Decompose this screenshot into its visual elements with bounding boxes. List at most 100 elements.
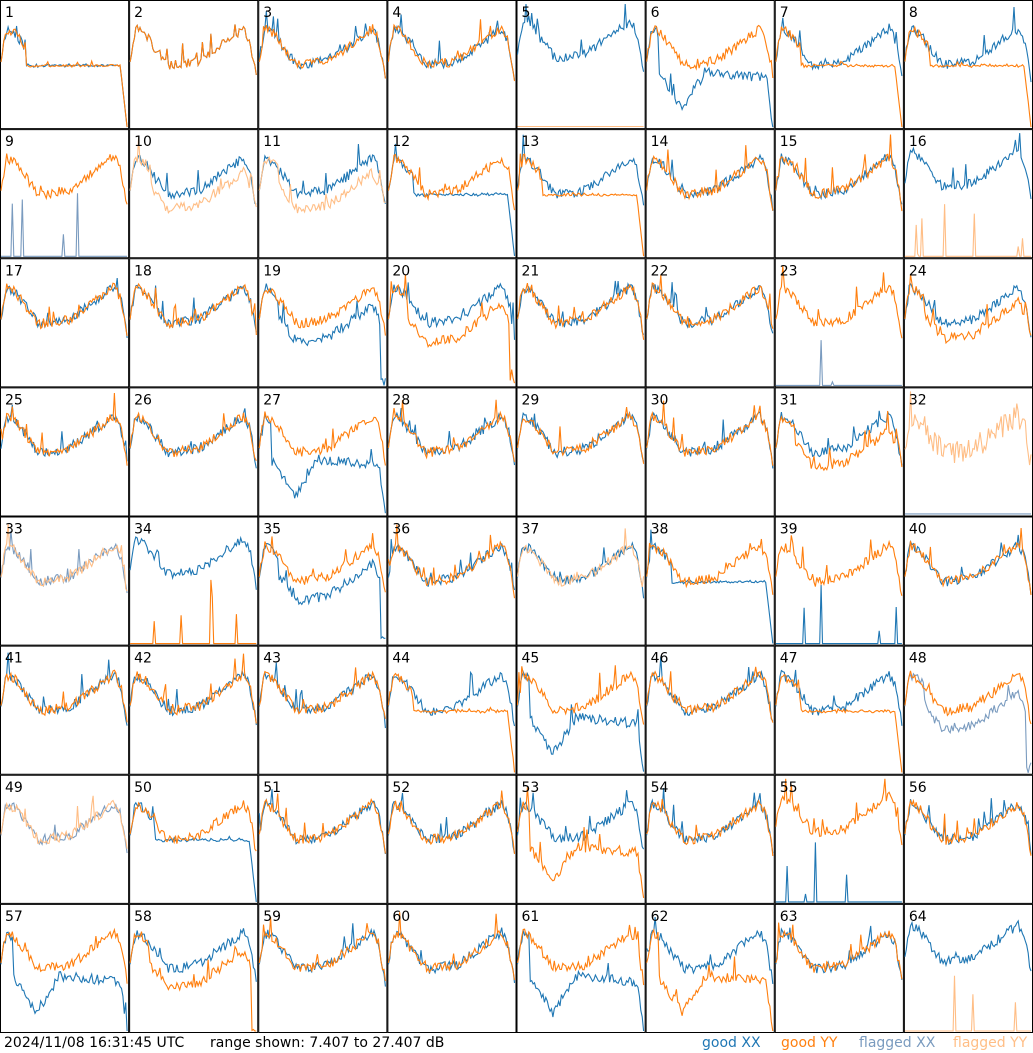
- tile-36: 36: [387, 516, 517, 646]
- series-yy-good: [775, 778, 903, 846]
- series-xx-good: [129, 801, 257, 902]
- series-yy-flagged: [904, 975, 1031, 1032]
- series-xx-flagged: [0, 802, 128, 854]
- tile-10: 10: [129, 129, 259, 259]
- tile-border: [516, 387, 646, 517]
- series-xx-good: [904, 133, 1032, 199]
- series-yy-good: [0, 392, 128, 466]
- series-xx-good: [904, 798, 1032, 855]
- series-xx-good: [258, 923, 386, 987]
- series-yy-good: [258, 411, 386, 466]
- series-yy-good: [904, 25, 1032, 128]
- series-xx-good: [129, 155, 257, 205]
- tile-1: 1: [0, 0, 130, 130]
- footer: 2024/11/08 16:31:45 UTC range shown: 7.4…: [0, 1033, 1033, 1053]
- series-xx-good: [387, 670, 516, 727]
- tile-border: [645, 903, 775, 1033]
- tile-label: 47: [780, 651, 798, 667]
- tile-border: [516, 645, 646, 775]
- series-xx-good: [646, 916, 774, 984]
- tile-border: [774, 645, 904, 775]
- tile-label: 16: [909, 134, 927, 150]
- tile-border: [387, 0, 517, 130]
- series-xx-good: [775, 17, 903, 77]
- tile-27: 27: [258, 387, 388, 517]
- series-xx-flagged: [1, 193, 128, 257]
- tile-label: 6: [651, 5, 660, 21]
- series-yy-good: [129, 653, 257, 724]
- tile-39: 39: [774, 516, 904, 646]
- tile-border: [258, 774, 388, 904]
- tile-29: 29: [516, 387, 646, 517]
- series-yy-good: [387, 153, 516, 211]
- tile-35: 35: [258, 516, 388, 646]
- tile-label: 43: [263, 651, 281, 667]
- series-xx-good: [258, 412, 386, 514]
- legend-flagged-xx: flagged XX: [859, 1035, 936, 1051]
- tile-label: 1: [5, 5, 14, 21]
- tile-border: [387, 516, 517, 646]
- series-yy-good: [646, 145, 774, 211]
- tile-border: [129, 129, 259, 259]
- tile-label: 58: [134, 909, 152, 925]
- tile-label: 61: [522, 909, 540, 925]
- tile-60: 60: [387, 903, 517, 1033]
- series-xx-flagged: [775, 340, 902, 386]
- tile-label: 53: [522, 780, 540, 796]
- series-xx-good: [775, 925, 903, 980]
- tile-label: 17: [5, 263, 23, 279]
- tile-border: [774, 387, 904, 517]
- series-yy-good: [258, 287, 386, 336]
- series-xx-good: [129, 535, 257, 590]
- tile-37: 37: [516, 516, 646, 646]
- tile-label: 21: [522, 263, 540, 279]
- series-yy-good: [0, 153, 128, 205]
- tile-51: 51: [258, 774, 388, 904]
- tile-label: 46: [651, 651, 669, 667]
- tile-31: 31: [774, 387, 904, 517]
- tile-2: 2: [129, 0, 259, 130]
- series-xx-good: [258, 11, 386, 79]
- tile-label: 31: [780, 392, 798, 408]
- tile-border: [387, 903, 517, 1033]
- series-yy-good: [775, 25, 903, 128]
- tile-label: 64: [909, 909, 927, 925]
- tile-border: [516, 774, 646, 904]
- series-yy-flagged: [0, 795, 128, 849]
- series-yy-good: [0, 927, 128, 984]
- series-xx-good: [904, 6, 1032, 83]
- tile-label: 60: [392, 909, 410, 925]
- tile-border: [387, 774, 517, 904]
- tile-20: 20: [387, 258, 517, 388]
- tile-border: [387, 645, 517, 775]
- tile-24: 24: [903, 258, 1033, 388]
- series-xx-good: [387, 14, 516, 81]
- tile-label: 44: [392, 651, 410, 667]
- tile-label: 20: [392, 263, 410, 279]
- series-yy-flagged: [516, 528, 645, 588]
- tile-15: 15: [774, 129, 904, 259]
- series-xx-good: [516, 930, 645, 1032]
- series-xx-good: [904, 919, 1032, 972]
- tile-40: 40: [903, 516, 1033, 646]
- tile-border: [258, 0, 388, 130]
- series-yy-good: [387, 399, 516, 462]
- tile-border: [0, 258, 130, 388]
- series-yy-good: [516, 282, 645, 340]
- series-xx-good: [258, 143, 386, 205]
- series-yy-good: [387, 19, 516, 82]
- tile-label: 41: [5, 651, 23, 667]
- series-yy-flagged: [904, 204, 1031, 257]
- series-xx-good: [516, 3, 645, 72]
- tile-label: 5: [522, 5, 531, 21]
- tile-4: 4: [387, 0, 517, 130]
- series-yy-good: [775, 410, 903, 472]
- tile-border: [0, 129, 130, 259]
- series-yy-flagged: [0, 523, 128, 592]
- tile-19: 19: [258, 258, 388, 388]
- tile-6: 6: [645, 0, 775, 130]
- tile-9: 9: [0, 129, 130, 259]
- series-xx-good: [904, 534, 1032, 595]
- tile-border: [645, 129, 775, 259]
